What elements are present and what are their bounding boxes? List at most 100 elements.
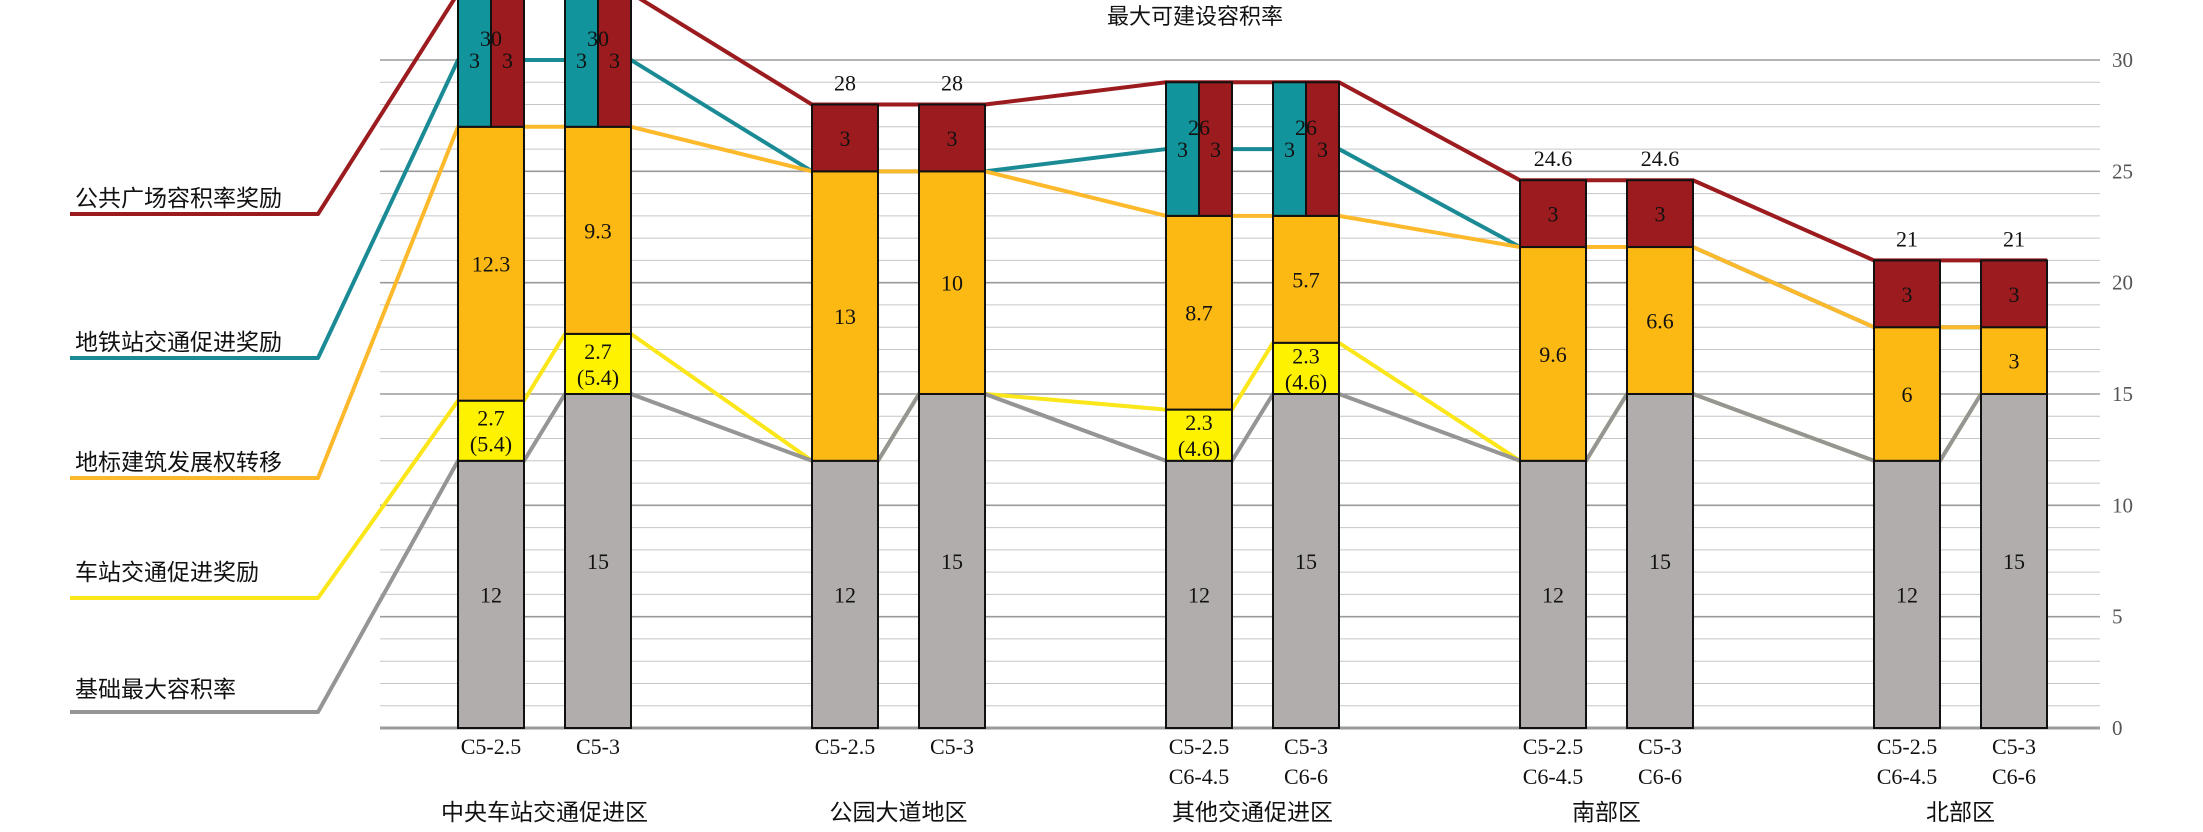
bar: 15 10 3 28: [918, 71, 986, 729]
y-tick-label: 20: [2112, 271, 2133, 295]
bar-total-label: 26: [1295, 115, 1317, 140]
bar: 12 2.3(4.6) 8.7 3 326: [1165, 81, 1233, 729]
trend-lines: [70, 0, 2047, 714]
bar-segment-plaza: [918, 103, 986, 173]
bar-segment-label: 15: [1649, 549, 1671, 574]
bar: 15 3 3 21: [1980, 226, 2048, 729]
bar-segment-label: 12.3: [472, 252, 511, 277]
bar-segment-plaza: [1519, 179, 1587, 249]
bar-segment-label: (4.6): [1285, 369, 1327, 394]
bar-segment-label: 3: [1902, 282, 1913, 307]
bar-segment-label: 6: [1902, 382, 1913, 407]
bar-segment-label: 12: [1896, 582, 1918, 607]
bar-segment-label: 12: [1188, 582, 1210, 607]
x-tick-label: C5-2.5: [1877, 734, 1938, 759]
y-tick-label: 10: [2112, 493, 2133, 517]
bar-total-label: 24.6: [1641, 146, 1680, 171]
trend-line-landmark: [70, 124, 2047, 480]
bar-segment-label: 12: [480, 582, 502, 607]
bar-segment-label: (5.4): [470, 432, 512, 457]
group-label: 公园大道地区: [830, 800, 968, 826]
bar-segment-base: [564, 393, 632, 729]
bar-segment-label: 15: [2003, 549, 2025, 574]
x-tick-label: C6-4.5: [1523, 764, 1584, 789]
bar-segment-label: 10: [941, 271, 963, 296]
trend-line-plaza: [70, 0, 2047, 263]
legend: 公共广场容积率奖励地铁站交通促进奖励地标建筑发展权转移车站交通促进奖励基础最大容…: [75, 186, 282, 703]
bar-segment-metro: [457, 0, 492, 128]
bar-segment-plaza: [490, 0, 525, 128]
bar-segment-base: [1272, 393, 1340, 729]
bar-segment-landmark: [1980, 326, 2048, 396]
bar: 12 2.7(5.4) 12.3 3 330: [457, 0, 525, 729]
x-tick-label: C5-3: [1992, 734, 2036, 759]
bar-segment-base: [1165, 459, 1233, 729]
y-tick-label: 0: [2112, 716, 2123, 740]
bar-segment-label: 9.3: [584, 218, 612, 243]
bar-segment-plaza: [1626, 179, 1694, 249]
bar-segment-station: [457, 399, 525, 462]
x-tick-label: C5-3: [576, 734, 620, 759]
bar-segment-label: 15: [587, 549, 609, 574]
x-tick-label: C6-4.5: [1169, 764, 1230, 789]
legend-label-landmark: 地标建筑发展权转移: [75, 450, 282, 476]
bar-segment-station: [1272, 341, 1340, 395]
bar-total-label: 28: [834, 71, 856, 96]
bar-segment-plaza: [1980, 259, 2048, 329]
bar-segment-plaza: [1198, 81, 1233, 217]
bar-segment-landmark: [1165, 214, 1233, 411]
bar-segment-label: 3: [609, 48, 620, 73]
x-tick-label: C5-3: [1284, 734, 1328, 759]
bar-segment-landmark: [564, 125, 632, 335]
bar-segment-label: 2.3: [1292, 343, 1320, 368]
bar-segment-label: (5.4): [577, 365, 619, 390]
x-tick-label: C5-2.5: [1169, 734, 1230, 759]
bar-segment-label: 3: [947, 126, 958, 151]
bar-segment-metro: [564, 0, 599, 128]
x-tick-label: C5-2.5: [1523, 734, 1584, 759]
bar-segment-landmark: [457, 125, 525, 402]
bar-segment-label: 3: [502, 48, 513, 73]
x-tick-label: C6-6: [1284, 764, 1328, 789]
bar: 12 9.6 3 24.6: [1519, 146, 1587, 729]
bar-segment-base: [811, 459, 879, 729]
bar-segment-landmark: [918, 170, 986, 395]
bar: 15 2.7(5.4) 9.3 3 330: [564, 0, 632, 729]
x-tick-label: C5-2.5: [461, 734, 522, 759]
bar-segment-label: 3: [576, 48, 587, 73]
bar-segment-label: 8.7: [1185, 301, 1213, 326]
bar-segment-label: 13: [834, 304, 856, 329]
bar-segment-landmark: [1272, 214, 1340, 344]
x-tick-label: C6-4.5: [1877, 764, 1938, 789]
bar-total-label: 30: [587, 26, 609, 51]
bar-segment-landmark: [1519, 246, 1587, 462]
bar-segment-label: 3: [469, 48, 480, 73]
y-axis: 0 5 10 15 20 25 30: [2112, 48, 2133, 740]
bar-segment-label: 3: [1177, 137, 1188, 162]
bar: 15 2.3(4.6) 5.7 3 326: [1272, 81, 1340, 729]
legend-label-station: 车站交通促进奖励: [75, 560, 259, 586]
legend-label-metro: 地铁站交通促进奖励: [75, 330, 282, 356]
bar-segment-label: 3: [1284, 137, 1295, 162]
bar-segment-plaza: [811, 103, 879, 173]
bar-segment-base: [457, 459, 525, 729]
bar-segment-label: 15: [1295, 549, 1317, 574]
y-tick-label: 25: [2112, 159, 2133, 183]
bar-total-label: 24.6: [1534, 146, 1573, 171]
bar-segment-plaza: [1305, 81, 1340, 217]
chart-title: 最大可建设容积率: [1107, 4, 1283, 29]
x-tick-label: C5-3: [930, 734, 974, 759]
bar-total-label: 28: [941, 71, 963, 96]
bar-segment-base: [1980, 393, 2048, 729]
x-axis-labels: C5-2.5 C5-3 C5-2.5 C5-3 C5-2.5 C6-4.5 C5-3 C6-6…: [441, 734, 2036, 826]
bar-segment-base: [1626, 393, 1694, 729]
bar-segment-base: [1873, 459, 1941, 729]
y-tick-label: 5: [2112, 605, 2123, 629]
bar-segment-base: [918, 393, 986, 729]
bar-segment-label: 12: [834, 582, 856, 607]
bar-segment-label: 3: [1655, 202, 1666, 227]
bar-segment-label: 3: [1210, 137, 1221, 162]
y-tick-label: 30: [2112, 48, 2133, 72]
y-tick-label: 15: [2112, 382, 2133, 406]
